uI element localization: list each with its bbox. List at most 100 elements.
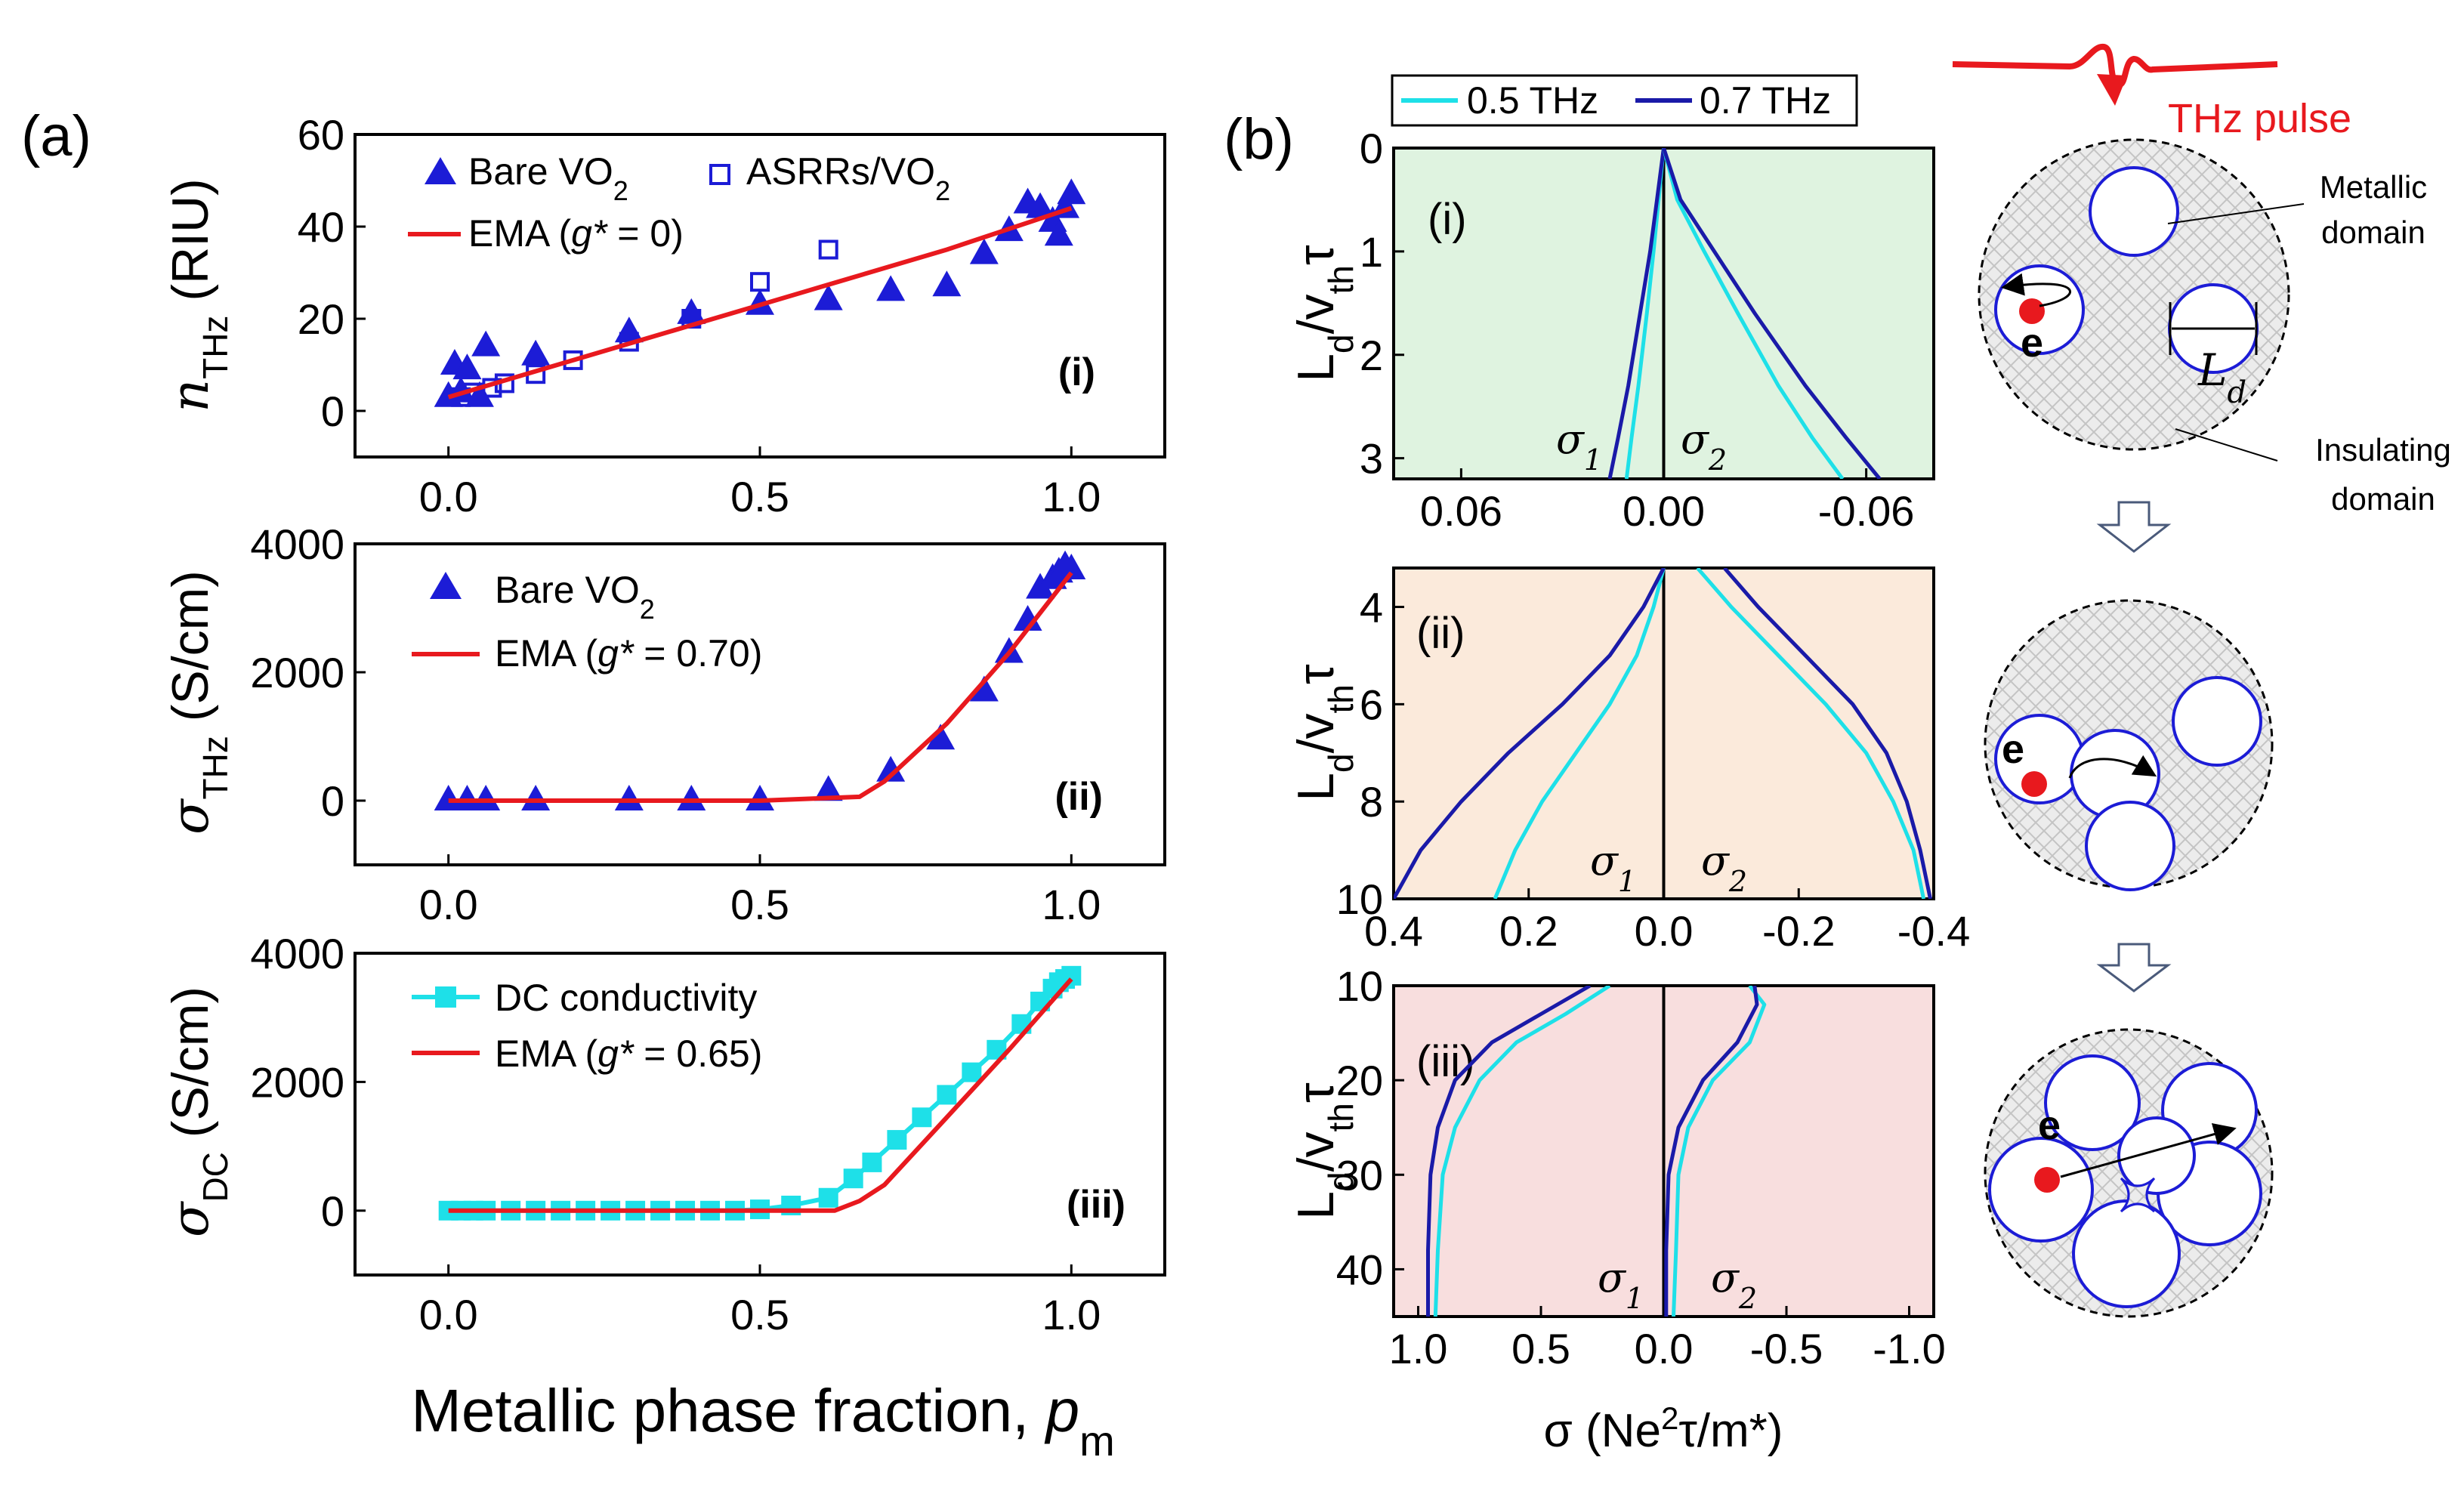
data-point-square xyxy=(563,350,583,370)
data-point-triangle xyxy=(814,775,843,801)
thz-pulse-diagram: THz pulse xyxy=(1952,44,2351,141)
x-tick-label: 0.5 xyxy=(730,1291,789,1338)
data-point-triangle xyxy=(746,785,774,810)
data-point-square xyxy=(818,239,838,260)
series-line-0-7-thz-2 xyxy=(1664,986,1759,1317)
ema-fit-line xyxy=(448,977,1073,1213)
sigma1-label: σ1 xyxy=(1556,415,1602,477)
panel-tag: (ii) xyxy=(1416,609,1465,658)
y-axis-label: σDC (S/cm) xyxy=(161,986,235,1237)
data-point-triangle xyxy=(969,238,999,264)
legend: Bare VO2 ASRRs/VO2 EMA (g* = 0) xyxy=(408,150,950,255)
y-tick-label: 60 xyxy=(298,111,344,159)
metallic-domain xyxy=(2117,1116,2196,1195)
x-tick-label: 0.0 xyxy=(419,1291,478,1338)
ema-fit-line xyxy=(447,205,1073,400)
legend: DC conductivity EMA (g* = 0.65) xyxy=(412,977,762,1075)
y-tick-label: 20 xyxy=(298,295,344,343)
y-tick-label: 10 xyxy=(1336,962,1383,1010)
data-point-triangle xyxy=(1026,192,1055,218)
y-tick-label: 2 xyxy=(1360,332,1383,379)
data-point-triangle xyxy=(876,755,906,782)
legend-marker-square xyxy=(709,164,730,185)
legend-label-ema: EMA (g* = 0.70) xyxy=(495,632,762,675)
x-tick-label: 0.5 xyxy=(730,881,789,928)
data-point-triangle xyxy=(1057,178,1086,205)
legend-label-bare: Bare VO2 xyxy=(468,150,628,206)
metallic-label-2: domain xyxy=(2321,215,2425,250)
panel-tag: (i) xyxy=(1428,195,1467,244)
series-line-0-5-thz-2 xyxy=(1662,148,1845,479)
x-tick-label: 1.0 xyxy=(1042,1291,1101,1338)
series-line-0-7-thz-2 xyxy=(1662,148,1882,479)
sigma1-label: σ1 xyxy=(1598,1254,1644,1315)
x-tick-label: -0.4 xyxy=(1897,907,1971,955)
panel-tag: (ii) xyxy=(1054,775,1103,819)
series-line-0-5-thz-1 xyxy=(1493,568,1666,899)
legend-marker-triangle xyxy=(430,572,462,599)
y-tick-label: 40 xyxy=(298,203,344,251)
y-tick-label: 20 xyxy=(1336,1057,1383,1104)
plot-area xyxy=(1394,568,1932,899)
electron-label: e xyxy=(2002,727,2024,772)
electron xyxy=(2034,1167,2060,1193)
x-axis-label: σ (Ne2τ/m*) xyxy=(1544,1400,1783,1458)
metallic-domain xyxy=(2089,166,2179,257)
y-axis-label: Ld/vthτ xyxy=(1287,664,1360,801)
metallic-domain xyxy=(2044,1054,2141,1151)
insulating-label-2: domain xyxy=(2331,481,2435,517)
panel-tag: (i) xyxy=(1058,350,1095,394)
electron-path-arrow xyxy=(2001,273,2071,307)
legend-marker-triangle xyxy=(425,157,456,184)
ylabel-unit: (RIU) xyxy=(162,178,219,315)
y-tick-label: 3 xyxy=(1360,435,1383,483)
panel-tag: (iii) xyxy=(1416,1037,1474,1086)
sigma2-label: σ2 xyxy=(1701,837,1747,898)
y-tick-label: 0 xyxy=(1360,125,1383,172)
data-point-triangle xyxy=(969,675,999,702)
series-line-0-5-thz-1 xyxy=(1433,986,1611,1317)
y-tick-label: 6 xyxy=(1360,681,1383,728)
plot-area xyxy=(438,965,1082,1221)
data-point-triangle xyxy=(876,275,906,301)
x-tick-label: -0.2 xyxy=(1762,907,1836,955)
x-tick-label: 1.0 xyxy=(1042,881,1101,928)
data-point-triangle xyxy=(1057,554,1086,579)
series-line-0-7-thz-1 xyxy=(1394,568,1666,899)
svg-text:Ld/vthτ: Ld/vthτ xyxy=(1287,664,1360,801)
insulating-leader xyxy=(2175,428,2278,462)
y-tick-label: 4000 xyxy=(250,520,344,568)
data-point-triangle xyxy=(521,785,551,810)
ema-fit-line xyxy=(448,571,1073,803)
electron-label: e xyxy=(2021,320,2043,366)
panel-tag: (iii) xyxy=(1067,1183,1125,1227)
thz-pulse-label: THz pulse xyxy=(2168,96,2351,141)
metallic-label-1: Metallic xyxy=(2320,169,2427,205)
plot-area xyxy=(434,178,1086,407)
chart-a-ii: σTHz (S/cm) Bare VO2 EMA (g* = 0.70) (ii… xyxy=(161,520,1166,928)
bottom-x-label: Metallic phase fraction, pm xyxy=(411,1377,1115,1465)
electron xyxy=(2021,771,2047,797)
svg-text:Ld/vthτ: Ld/vthτ xyxy=(1287,1082,1360,1220)
y-axis-label: Ld/vthτ xyxy=(1287,1082,1360,1220)
data-point-triangle xyxy=(814,284,843,310)
y-axis-label: nTHz (RIU) xyxy=(161,178,235,412)
svg-text:Ld/vthτ: Ld/vthτ xyxy=(1287,245,1360,382)
y-tick-label: 1 xyxy=(1360,228,1383,276)
y-tick-label: 0 xyxy=(321,1187,344,1235)
x-tick-label: -1.0 xyxy=(1873,1325,1946,1372)
x-tick-label: -0.5 xyxy=(1750,1325,1823,1372)
electron-path-arrow xyxy=(2060,1122,2237,1178)
y-tick-label: 4000 xyxy=(250,930,344,977)
x-tick-label: 0.0 xyxy=(419,473,478,520)
svg-text:σTHz (S/cm): σTHz (S/cm) xyxy=(161,570,235,835)
legend-label-ema: EMA (g* = 0.65) xyxy=(495,1033,762,1075)
data-point-triangle xyxy=(1013,605,1042,631)
chart-b-ii: Ld/vthτ (ii) σ1 σ2 0.4 0.2 0.0 -0.2 -0.4 4 6 8 1… xyxy=(1287,566,1971,955)
ylabel-symbol: n xyxy=(161,379,221,412)
series-line-0-5-thz-2 xyxy=(1696,568,1926,899)
y-tick-label: 2000 xyxy=(250,1058,344,1106)
data-point-triangle xyxy=(452,353,482,380)
data-point-triangle xyxy=(1044,220,1073,246)
